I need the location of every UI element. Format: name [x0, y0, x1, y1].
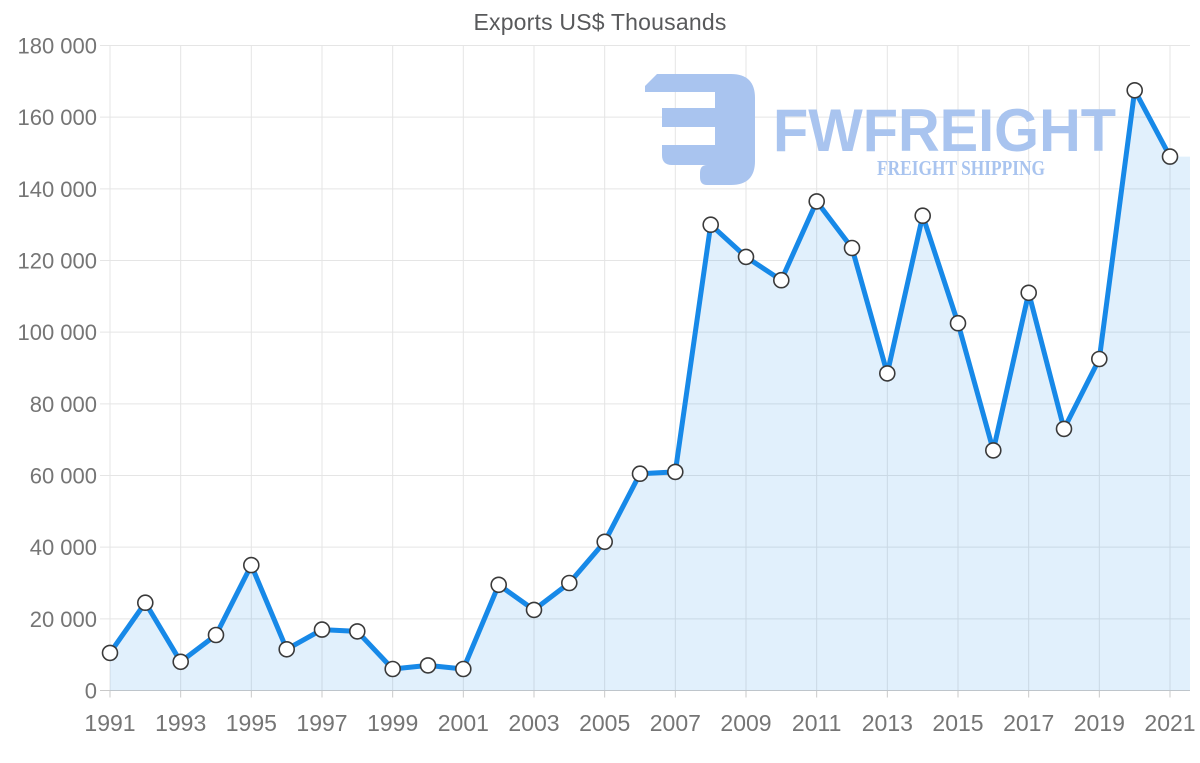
y-axis-label: 40 000	[30, 535, 97, 560]
x-axis-label: 2011	[792, 710, 841, 736]
series-area-fill	[110, 90, 1190, 691]
data-point-marker[interactable]	[172, 653, 189, 671]
data-point-marker[interactable]	[737, 248, 755, 266]
y-axis-label: 120 000	[17, 249, 97, 274]
x-axis-label: 2003	[508, 710, 559, 736]
x-axis-label: 2001	[438, 710, 489, 736]
x-axis-label: 2019	[1074, 710, 1125, 736]
x-axis	[100, 690, 1190, 698]
y-axis-label: 180 000	[17, 34, 97, 59]
data-point-marker[interactable]	[878, 365, 896, 382]
data-point-marker[interactable]	[384, 660, 402, 678]
data-point-marker[interactable]	[525, 601, 543, 619]
data-point-marker[interactable]	[490, 576, 508, 594]
data-point-marker[interactable]	[454, 660, 472, 678]
x-axis-label: 2017	[1003, 710, 1054, 736]
data-point-marker[interactable]	[1161, 148, 1179, 165]
data-point-marker[interactable]	[1020, 284, 1037, 302]
y-axis-label: 80 000	[30, 392, 97, 417]
y-axis-label: 160 000	[17, 105, 97, 130]
data-point-marker[interactable]	[984, 442, 1002, 459]
y-axis-label: 60 000	[30, 464, 97, 489]
data-point-marker[interactable]	[596, 533, 614, 551]
mirrored-f-freight-logo-icon	[645, 74, 755, 185]
x-axis-label: 1999	[367, 710, 418, 736]
data-point-marker[interactable]	[631, 465, 649, 483]
data-point-marker[interactable]	[419, 657, 437, 674]
y-axis-label: 20 000	[30, 607, 97, 632]
data-point-marker[interactable]	[1126, 82, 1143, 99]
data-point-marker[interactable]	[137, 594, 154, 612]
data-point-marker[interactable]	[1091, 350, 1108, 368]
y-axis-labels: 0 20 000 40 000 60 000 80 000 100 000 120 000 1…	[17, 34, 97, 704]
data-point-marker[interactable]	[1055, 420, 1073, 438]
watermark-tagline-text: FREIGHT SHIPPING	[877, 156, 1045, 180]
x-axis-label: 2015	[932, 710, 983, 736]
data-point-marker[interactable]	[949, 314, 967, 332]
y-axis-label: 100 000	[17, 320, 97, 345]
x-axis-label: 2013	[862, 710, 913, 736]
x-axis-labels: 1991 1993 1995 1997 1999 2001 2003 2005 2007 2009…	[84, 710, 1195, 736]
x-axis-label: 2021	[1144, 710, 1195, 736]
x-axis-label: 1991	[84, 710, 135, 736]
data-point-marker[interactable]	[843, 239, 861, 257]
y-axis-label: 0	[85, 679, 97, 704]
y-axis-label: 140 000	[17, 177, 97, 202]
chart-title: Exports US$ Thousands	[473, 9, 727, 35]
x-axis-label: 1997	[296, 710, 347, 736]
data-point-marker[interactable]	[348, 623, 366, 640]
data-point-marker[interactable]	[560, 574, 578, 592]
data-point-marker[interactable]	[808, 193, 826, 210]
data-point-marker[interactable]	[278, 640, 296, 658]
data-point-marker[interactable]	[702, 216, 720, 233]
data-point-marker[interactable]	[207, 626, 225, 644]
data-point-marker[interactable]	[313, 621, 331, 638]
x-gridlines	[109, 45, 1171, 691]
x-axis-label: 1995	[226, 710, 277, 736]
data-points	[101, 82, 1179, 678]
data-point-marker[interactable]	[101, 644, 119, 662]
data-point-marker[interactable]	[772, 271, 790, 289]
data-point-marker[interactable]	[243, 556, 260, 574]
watermark-brand-text: FWFREIGHT	[773, 97, 1116, 164]
data-point-marker[interactable]	[666, 463, 684, 481]
x-axis-label: 2007	[650, 710, 701, 736]
x-axis-label: 1993	[155, 710, 206, 736]
x-axis-label: 2009	[720, 710, 771, 736]
x-axis-label: 2005	[579, 710, 630, 736]
data-point-marker[interactable]	[914, 207, 932, 224]
